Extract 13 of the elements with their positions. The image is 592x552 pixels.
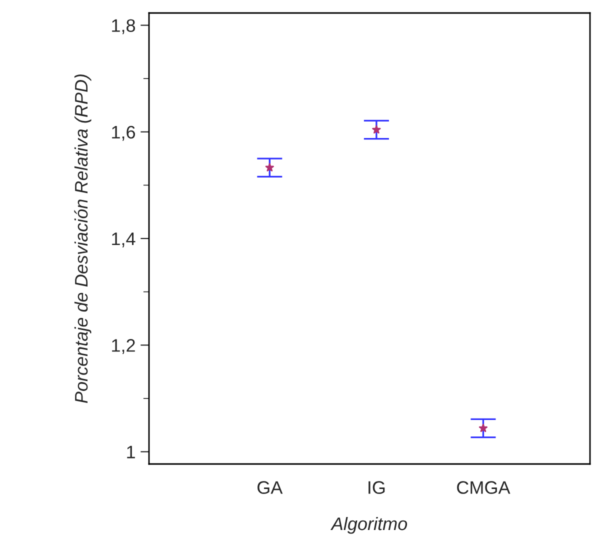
point <box>372 125 381 134</box>
x-tick-label: CMGA <box>457 481 510 494</box>
y-tick-label: 1,6 <box>112 126 136 141</box>
x-tick-label: IG <box>368 481 385 494</box>
x-tick-label: GA <box>258 481 283 494</box>
x-axis-title: Algoritmo <box>330 516 408 534</box>
y-tick-label: 1,4 <box>112 232 136 248</box>
y-axis-title: Porcentaje de Desviación Relativa (RPD) <box>74 74 92 404</box>
y-tick-label: 1,8 <box>112 19 136 34</box>
point <box>265 163 274 172</box>
y-tick-label: 1 <box>127 446 135 458</box>
point <box>478 424 488 432</box>
y-tick-label: 1,2 <box>112 339 135 354</box>
